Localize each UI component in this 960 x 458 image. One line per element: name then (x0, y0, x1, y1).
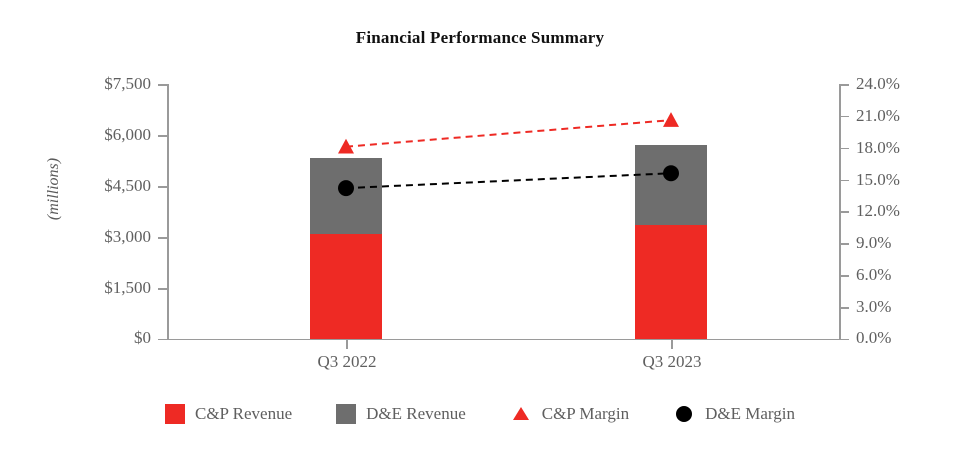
y-left-tick (158, 288, 167, 290)
y-left-tick-label: $3,000 (104, 227, 151, 246)
legend-label-de-revenue: D&E Revenue (366, 404, 466, 423)
y-right-tick-label: 9.0% (856, 233, 892, 253)
legend-item-de-margin[interactable]: D&E Margin (673, 404, 795, 424)
bar-cp-revenue-q3-2023[interactable] (635, 225, 707, 339)
x-axis-line (167, 338, 840, 340)
y-right-tick-label: 3.0% (856, 297, 892, 316)
y-right-tick-label: 18.0% (856, 137, 900, 157)
x-axis-label-q3-2023: Q3 2023 (642, 352, 702, 371)
y-right-tick-label: 6.0% (856, 265, 892, 285)
legend-label-cp-margin: C&P Margin (541, 404, 630, 423)
legend-label-de-margin: D&E Margin (705, 404, 795, 423)
legend-triangle-marker-icon (510, 404, 532, 424)
y-right-tick (840, 147, 849, 150)
y-left-tick-label: $4,500 (104, 176, 151, 195)
x-axis-tick (346, 339, 348, 349)
y-right-tick (840, 275, 849, 277)
y-left-tick (158, 84, 167, 86)
y-right-tick (840, 115, 849, 118)
y-right-tick-label: 21.0% (856, 105, 900, 125)
y-left-tick-label: $1,500 (104, 278, 151, 297)
y-right-tick (840, 179, 849, 182)
legend-item-de-revenue[interactable]: D&E Revenue (336, 404, 466, 424)
legend-label-cp-revenue: C&P Revenue (195, 404, 293, 423)
legend-circle-marker-icon (673, 404, 695, 424)
y-right-tick (840, 211, 849, 213)
x-axis-label-q3-2022: Q3 2022 (317, 352, 377, 371)
chart-legend: C&P Revenue D&E Revenue C&P Margin D&E M… (0, 404, 960, 424)
y-left-tick (158, 237, 167, 239)
legend-swatch-square-icon (165, 404, 185, 424)
y-left-tick-label: $0 (134, 328, 151, 347)
legend-swatch-square-icon (336, 404, 357, 424)
y-right-tick-label: 15.0% (856, 169, 900, 189)
y-axis-right-line (839, 84, 841, 340)
y-axis-left-line (167, 84, 169, 340)
y-right-tick-label: 24.0% (856, 74, 900, 93)
y-left-tick (158, 338, 167, 340)
y-left-tick (158, 186, 167, 188)
bar-cp-revenue-q3-2022[interactable] (310, 233, 382, 339)
y-right-tick (840, 307, 849, 309)
chart-title: Financial Performance Summary (355, 28, 605, 47)
y-left-tick (158, 135, 167, 137)
y-right-tick (840, 243, 849, 245)
legend-item-cp-revenue[interactable]: C&P Revenue (165, 404, 292, 424)
y-left-tick-label: $7,500 (104, 74, 151, 93)
bar-de-revenue-q3-2023[interactable] (635, 145, 707, 226)
y-right-tick-label: 12.0% (856, 201, 900, 221)
y-right-tick (840, 84, 849, 86)
y-right-tick (840, 338, 849, 340)
y-right-tick-label: 0.0% (856, 328, 892, 347)
y-left-tick-label: $6,000 (104, 125, 151, 144)
legend-item-cp-margin[interactable]: C&P Margin (510, 404, 629, 424)
x-axis-tick (671, 339, 673, 349)
